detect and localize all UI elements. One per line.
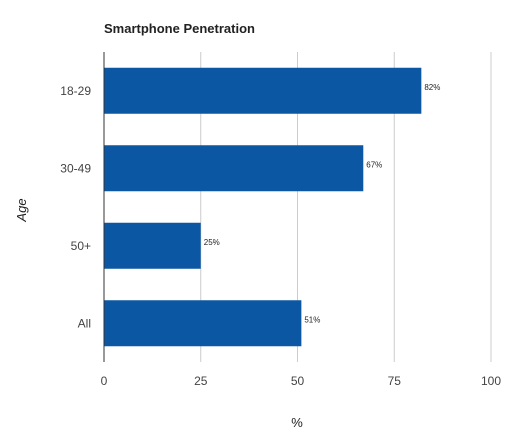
x-tick-label: 75 bbox=[388, 374, 402, 388]
x-tick-label: 0 bbox=[101, 374, 108, 388]
bar bbox=[104, 145, 364, 192]
y-tick-label: 18-29 bbox=[60, 84, 91, 98]
x-axis-label: % bbox=[291, 415, 303, 430]
data-label: 25% bbox=[204, 238, 220, 247]
x-tick-label: 50 bbox=[291, 374, 305, 388]
labels: 0 25 50 75 100 18-29 82% 30-49 67% 50+ 25% All 51% bbox=[60, 83, 501, 388]
y-tick-label: 50+ bbox=[71, 239, 91, 253]
x-tick-label: 25 bbox=[194, 374, 208, 388]
bars bbox=[104, 67, 422, 347]
bar bbox=[104, 222, 201, 269]
data-label: 51% bbox=[304, 315, 320, 324]
y-axis-label: Age bbox=[14, 198, 29, 222]
data-label: 82% bbox=[424, 83, 440, 92]
y-tick-label: 30-49 bbox=[60, 161, 91, 175]
chart-title: Smartphone Penetration bbox=[104, 21, 255, 36]
bar bbox=[104, 300, 302, 347]
data-label: 67% bbox=[366, 160, 382, 169]
x-tick-label: 100 bbox=[481, 374, 501, 388]
bar bbox=[104, 67, 422, 114]
y-tick-label: All bbox=[78, 316, 91, 330]
